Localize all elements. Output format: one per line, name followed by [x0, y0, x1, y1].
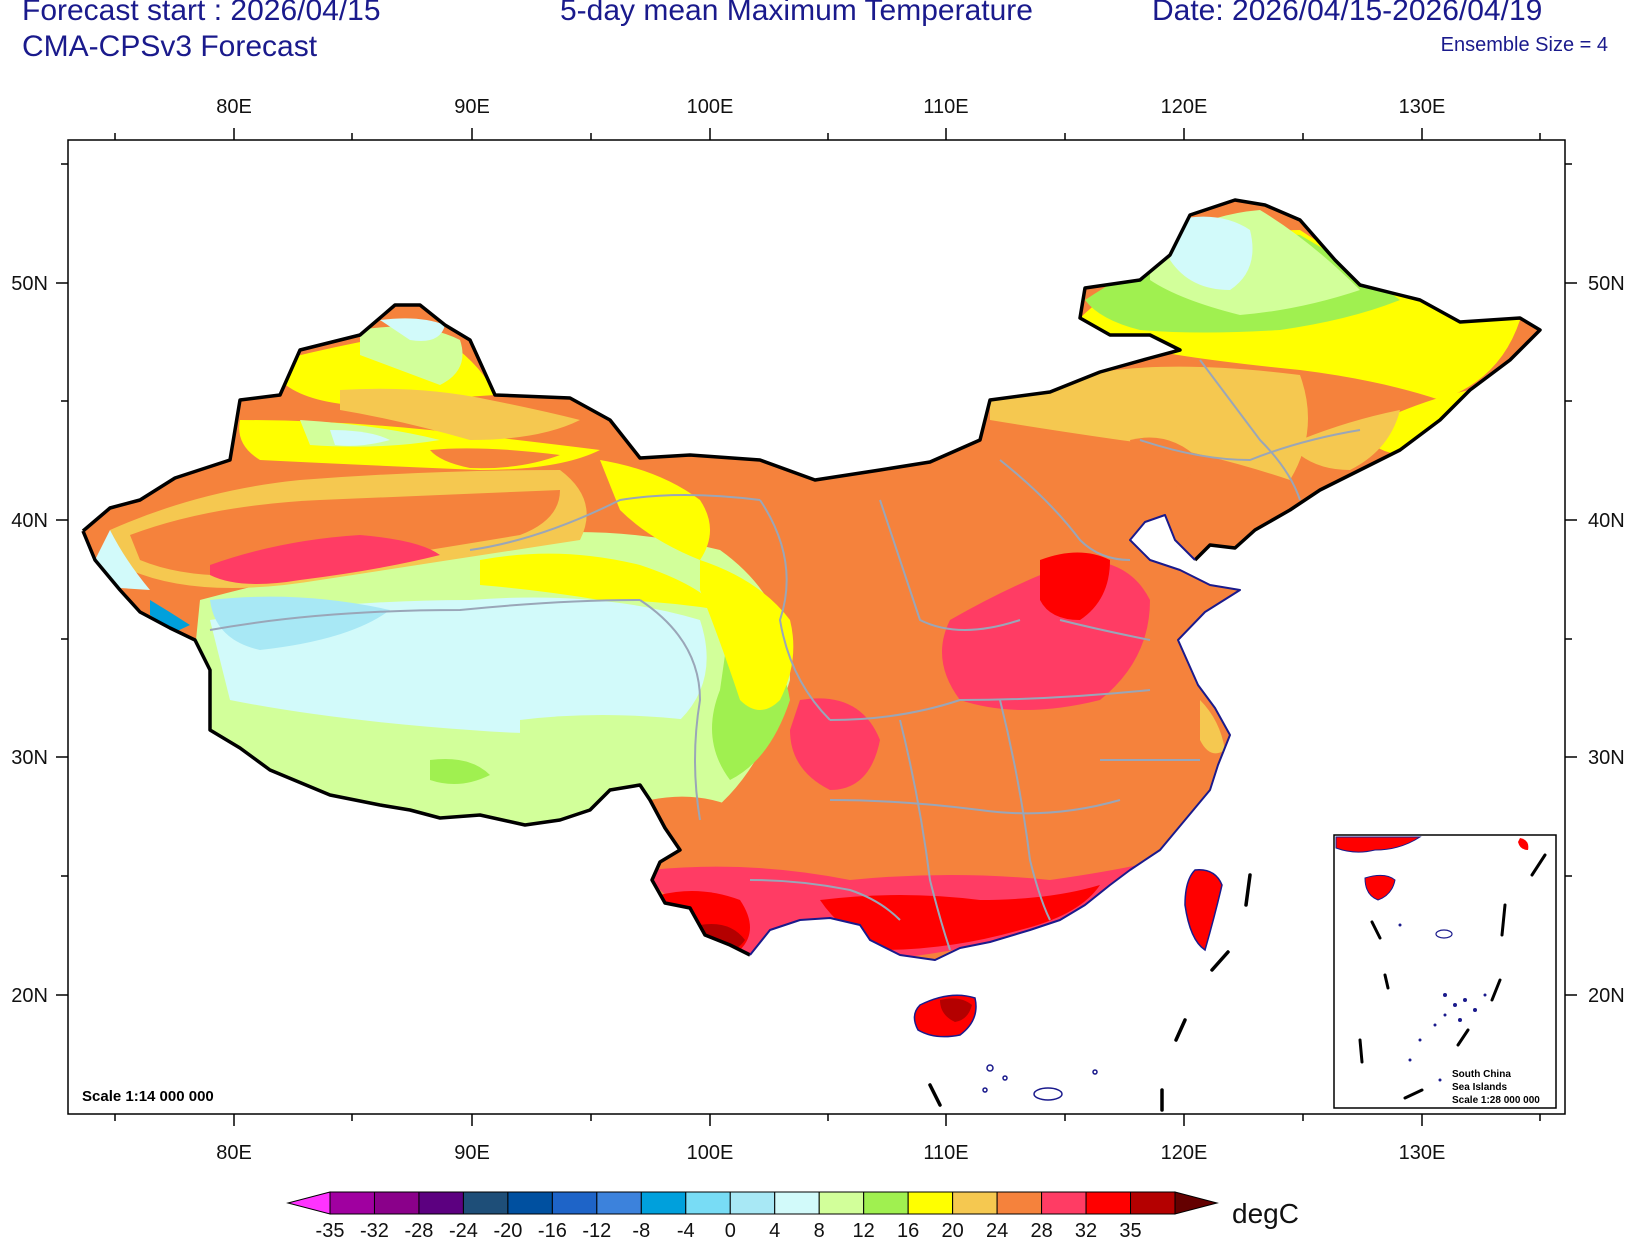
lon-label-top: 80E	[216, 96, 252, 118]
colorbar-level-label: 20	[942, 1220, 964, 1241]
southwest-border	[81, 530, 751, 957]
lat-label-right: 50N	[1588, 273, 1625, 295]
colorbar-swatch	[329, 1191, 375, 1215]
colorbar-level-label: 8	[814, 1220, 825, 1241]
colorbar-swatch	[462, 1191, 509, 1215]
colorbar-swatch	[952, 1191, 998, 1215]
colorbar-level-label: 12	[853, 1220, 875, 1241]
colorbar-level-label: 16	[897, 1220, 919, 1241]
colorbar-level-label: -4	[677, 1220, 695, 1241]
colorbar-swatch	[1130, 1191, 1176, 1215]
colorbar-swatch	[996, 1191, 1043, 1215]
province-borders	[209, 359, 1361, 951]
colorbar-swatch	[1041, 1191, 1087, 1215]
colorbar-level-label: 28	[1030, 1220, 1052, 1241]
lon-label-bottom: 110E	[923, 1142, 968, 1164]
model-label: CMA-CPSv3 Forecast	[22, 30, 318, 63]
colorbar-swatch	[507, 1191, 553, 1215]
colorbar-swatch	[863, 1191, 909, 1215]
axis-ticks	[56, 128, 1577, 1126]
date-range-label: Date: 2026/04/15-2026/04/19	[1152, 0, 1543, 27]
national-border	[81, 198, 1542, 562]
colorbar-level-label: 32	[1075, 1220, 1097, 1241]
colorbar-swatch	[907, 1191, 954, 1215]
lat-label-left: 20N	[11, 985, 48, 1007]
colorbar-swatch	[373, 1191, 420, 1215]
taiwan-island	[1184, 869, 1223, 952]
south-china-sea-inset: South China Sea Islands Scale 1:28 000 0…	[1333, 834, 1557, 1109]
inset-label-line2: Sea Islands	[1452, 1082, 1507, 1093]
colorbar-swatch	[729, 1191, 776, 1215]
colorbar-level-label: -20	[493, 1220, 522, 1241]
hainan-hotspot	[940, 998, 972, 1022]
colorbar-swatch	[640, 1191, 687, 1215]
lat-label-left: 40N	[11, 510, 48, 532]
coastline	[749, 514, 1241, 961]
colorbar-swatch	[818, 1191, 865, 1215]
lat-label-right: 20N	[1588, 985, 1625, 1007]
colorbar-swatch	[418, 1191, 464, 1215]
inset-label-line1: South China	[1452, 1069, 1511, 1080]
colorbar-swatch	[1085, 1191, 1132, 1215]
colorbar-swatch	[596, 1191, 642, 1215]
scale-note: Scale 1:14 000 000	[82, 1088, 214, 1105]
colorbar-swatch	[774, 1191, 820, 1215]
colorbar-unit: degC	[1232, 1198, 1299, 1229]
colorbar-level-label: -32	[360, 1220, 389, 1241]
lon-label-top: 130E	[1399, 96, 1446, 118]
colorbar-level-label: -8	[632, 1220, 650, 1241]
colorbar-left-arrow	[286, 1191, 331, 1215]
map-title: 5-day mean Maximum Temperature	[560, 0, 1033, 27]
inset-label-line3: Scale 1:28 000 000	[1452, 1095, 1540, 1106]
lat-label-right: 40N	[1588, 510, 1625, 532]
colorbar: -35 -32 -28 -24 -20 -16 -12 -8 -4 0 4 8 12 16 20 24 28 32…	[286, 1191, 1219, 1241]
lat-label-right: 30N	[1588, 747, 1625, 769]
lon-label-bottom: 120E	[1161, 1142, 1208, 1164]
lat-label-left: 30N	[11, 747, 48, 769]
lon-label-top: 90E	[454, 96, 490, 118]
small-islands	[982, 1064, 1098, 1101]
ensemble-size-label: Ensemble Size = 4	[1440, 34, 1608, 56]
lon-label-bottom: 130E	[1399, 1142, 1446, 1164]
forecast-start-label: Forecast start : 2026/04/15	[22, 0, 381, 27]
colorbar-level-label: -24	[449, 1220, 478, 1241]
colorbar-level-label: 24	[986, 1220, 1008, 1241]
lon-label-top: 110E	[923, 96, 968, 118]
lon-label-bottom: 100E	[687, 1142, 734, 1164]
lon-label-top: 100E	[687, 96, 734, 118]
colorbar-level-label: 35	[1119, 1220, 1141, 1241]
colorbar-level-label: -35	[316, 1220, 345, 1241]
lat-label-left: 50N	[11, 273, 48, 295]
colorbar-level-label: -28	[404, 1220, 433, 1241]
colorbar-level-label: -16	[538, 1220, 567, 1241]
nine-dash-line	[928, 873, 1252, 1112]
colorbar-level-label: 4	[769, 1220, 780, 1241]
colorbar-swatch	[551, 1191, 598, 1215]
colorbar-right-arrow	[1174, 1191, 1219, 1215]
lon-label-bottom: 80E	[216, 1142, 252, 1164]
lon-label-bottom: 90E	[454, 1142, 490, 1164]
colorbar-swatch	[685, 1191, 731, 1215]
colorbar-level-label: 0	[725, 1220, 736, 1241]
colorbar-level-label: -12	[582, 1220, 611, 1241]
lon-label-top: 120E	[1161, 96, 1208, 118]
